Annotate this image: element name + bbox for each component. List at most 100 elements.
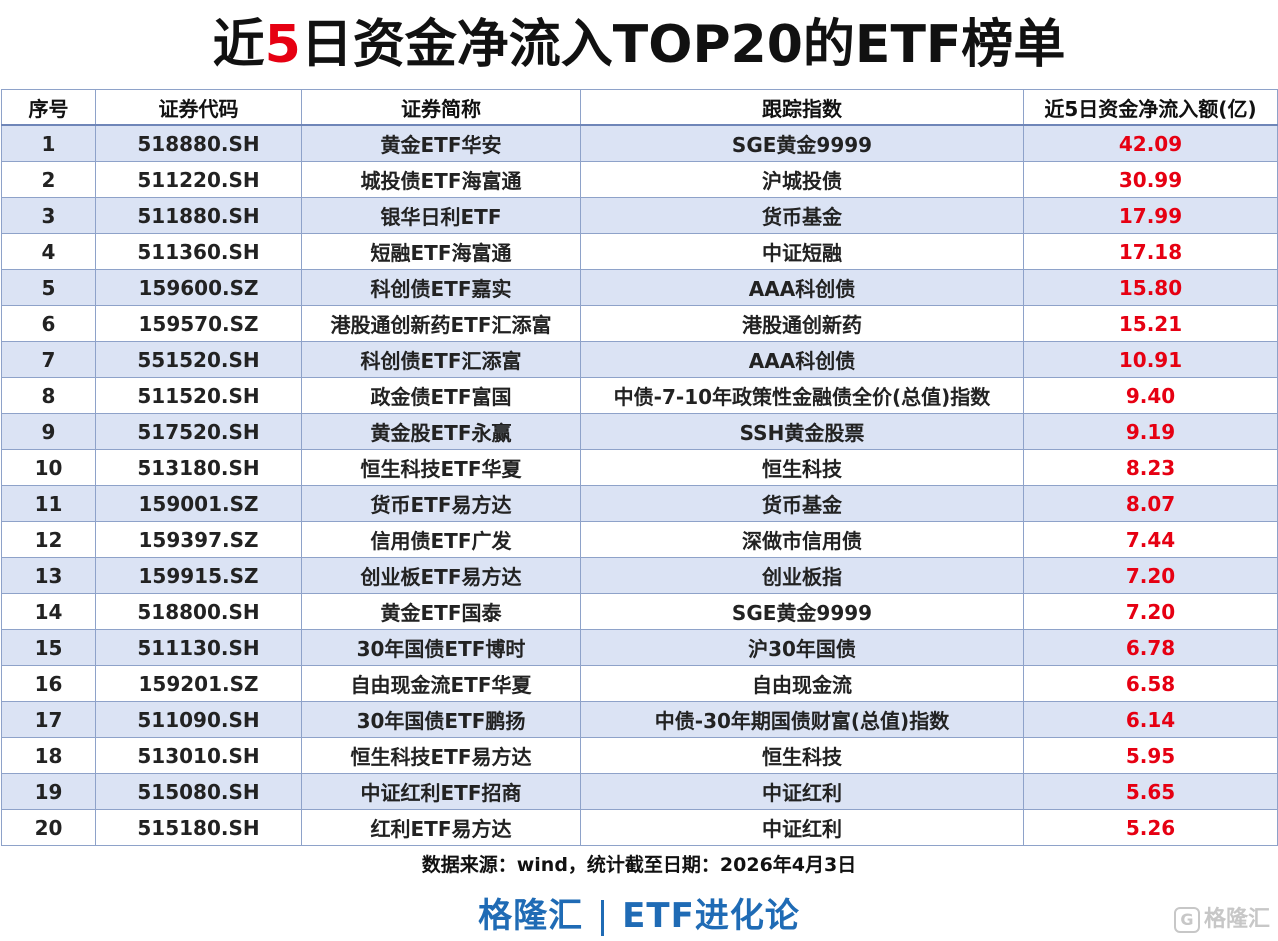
header-index: 跟踪指数 (580, 89, 1024, 126)
cell-name: 创业板ETF易方达 (301, 557, 581, 594)
cell-index: SGE黄金9999 (580, 593, 1024, 630)
cell-rank: 9 (1, 413, 96, 450)
cell-rank: 15 (1, 629, 96, 666)
table-row: 4 511360.SH 短融ETF海富通 中证短融 17.18 (1, 233, 1278, 270)
brand-footer: 格隆汇 ETF进化论 (0, 888, 1278, 937)
cell-rank: 10 (1, 449, 96, 486)
table-row: 1 518880.SH 黄金ETF华安 SGE黄金9999 42.09 (1, 124, 1278, 162)
page-title: 近5日资金净流入TOP20的ETF榜单 (0, 6, 1278, 84)
cell-rank: 19 (1, 773, 96, 810)
cell-netflow: 6.78 (1023, 629, 1278, 666)
cell-rank: 13 (1, 557, 96, 594)
cell-name: 红利ETF易方达 (301, 809, 581, 846)
cell-netflow: 9.40 (1023, 377, 1278, 414)
cell-name: 城投债ETF海富通 (301, 161, 581, 198)
watermark-text: 格隆汇 (1203, 907, 1270, 932)
cell-code: 511880.SH (95, 197, 302, 234)
cell-name: 黄金ETF国泰 (301, 593, 581, 630)
table-row: 13 159915.SZ 创业板ETF易方达 创业板指 7.20 (1, 557, 1278, 594)
header-code: 证券代码 (95, 89, 302, 126)
header-name: 证券简称 (301, 89, 581, 126)
cell-rank: 2 (1, 161, 96, 198)
cell-name: 短融ETF海富通 (301, 233, 581, 270)
cell-netflow: 17.99 (1023, 197, 1278, 234)
cell-name: 货币ETF易方达 (301, 485, 581, 522)
cell-name: 恒生科技ETF华夏 (301, 449, 581, 486)
cell-index: 恒生科技 (580, 737, 1024, 774)
cell-code: 159201.SZ (95, 665, 302, 702)
table-row: 18 513010.SH 恒生科技ETF易方达 恒生科技 5.95 (1, 737, 1278, 774)
cell-netflow: 15.80 (1023, 269, 1278, 306)
cell-index: 沪30年国债 (580, 629, 1024, 666)
cell-netflow: 42.09 (1023, 124, 1278, 162)
watermark-logo-icon: G (1173, 907, 1200, 933)
cell-name: 黄金ETF华安 (301, 124, 581, 162)
cell-index: 自由现金流 (580, 665, 1024, 702)
cell-rank: 20 (1, 809, 96, 846)
cell-code: 511130.SH (95, 629, 302, 666)
cell-code: 159915.SZ (95, 557, 302, 594)
cell-code: 159001.SZ (95, 485, 302, 522)
cell-name: 银华日利ETF (301, 197, 581, 234)
cell-code: 518880.SH (95, 124, 302, 162)
etf-ranking-table: 序号 证券代码 证券简称 跟踪指数 近5日资金净流入额(亿) 1 518880.S… (1, 89, 1278, 846)
cell-netflow: 5.26 (1023, 809, 1278, 846)
header-netflow: 近5日资金净流入额(亿) (1023, 89, 1278, 126)
table-row: 16 159201.SZ 自由现金流ETF华夏 自由现金流 6.58 (1, 665, 1278, 702)
cell-code: 511090.SH (95, 701, 302, 738)
table-row: 14 518800.SH 黄金ETF国泰 SGE黄金9999 7.20 (1, 593, 1278, 630)
cell-index: 中债-30年期国债财富(总值)指数 (580, 701, 1024, 738)
cell-index: 恒生科技 (580, 449, 1024, 486)
cell-code: 159397.SZ (95, 521, 302, 558)
cell-code: 513010.SH (95, 737, 302, 774)
cell-netflow: 6.14 (1023, 701, 1278, 738)
cell-name: 港股通创新药ETF汇添富 (301, 305, 581, 342)
table-row: 12 159397.SZ 信用债ETF广发 深做市信用债 7.44 (1, 521, 1278, 558)
table-row: 8 511520.SH 政金债ETF富国 中债-7-10年政策性金融债全价(总值)指数… (1, 377, 1278, 414)
table-row: 2 511220.SH 城投债ETF海富通 沪城投债 30.99 (1, 161, 1278, 198)
brand-divider (601, 899, 605, 936)
cell-netflow: 7.44 (1023, 521, 1278, 558)
cell-rank: 16 (1, 665, 96, 702)
cell-code: 515180.SH (95, 809, 302, 846)
cell-name: 信用债ETF广发 (301, 521, 581, 558)
cell-index: 中证红利 (580, 773, 1024, 810)
cell-netflow: 8.07 (1023, 485, 1278, 522)
cell-code: 511360.SH (95, 233, 302, 270)
cell-name: 科创债ETF汇添富 (301, 341, 581, 378)
table-row: 5 159600.SZ 科创债ETF嘉实 AAA科创债 15.80 (1, 269, 1278, 306)
cell-code: 511220.SH (95, 161, 302, 198)
cell-name: 恒生科技ETF易方达 (301, 737, 581, 774)
table-row: 6 159570.SZ 港股通创新药ETF汇添富 港股通创新药 15.21 (1, 305, 1278, 342)
cell-code: 159600.SZ (95, 269, 302, 306)
cell-netflow: 7.20 (1023, 593, 1278, 630)
table-row: 3 511880.SH 银华日利ETF 货币基金 17.99 (1, 197, 1278, 234)
cell-index: 中证短融 (580, 233, 1024, 270)
cell-name: 30年国债ETF博时 (301, 629, 581, 666)
cell-index: SSH黄金股票 (580, 413, 1024, 450)
cell-index: AAA科创债 (580, 341, 1024, 378)
table-row: 17 511090.SH 30年国债ETF鹏扬 中债-30年期国债财富(总值)指数 6.… (1, 701, 1278, 738)
cell-rank: 6 (1, 305, 96, 342)
cell-rank: 5 (1, 269, 96, 306)
cell-netflow: 5.95 (1023, 737, 1278, 774)
cell-rank: 18 (1, 737, 96, 774)
cell-index: 中债-7-10年政策性金融债全价(总值)指数 (580, 377, 1024, 414)
title-part1: 近 (212, 15, 265, 75)
cell-rank: 17 (1, 701, 96, 738)
table-row: 7 551520.SH 科创债ETF汇添富 AAA科创债 10.91 (1, 341, 1278, 378)
cell-netflow: 15.21 (1023, 305, 1278, 342)
title-highlight: 5 (264, 15, 301, 75)
cell-netflow: 7.20 (1023, 557, 1278, 594)
cell-rank: 11 (1, 485, 96, 522)
cell-netflow: 9.19 (1023, 413, 1278, 450)
cell-rank: 3 (1, 197, 96, 234)
cell-netflow: 5.65 (1023, 773, 1278, 810)
cell-index: 货币基金 (580, 485, 1024, 522)
cell-name: 自由现金流ETF华夏 (301, 665, 581, 702)
cell-code: 515080.SH (95, 773, 302, 810)
cell-code: 513180.SH (95, 449, 302, 486)
brand-left: 格隆汇 (478, 896, 584, 936)
cell-name: 中证红利ETF招商 (301, 773, 581, 810)
cell-rank: 12 (1, 521, 96, 558)
